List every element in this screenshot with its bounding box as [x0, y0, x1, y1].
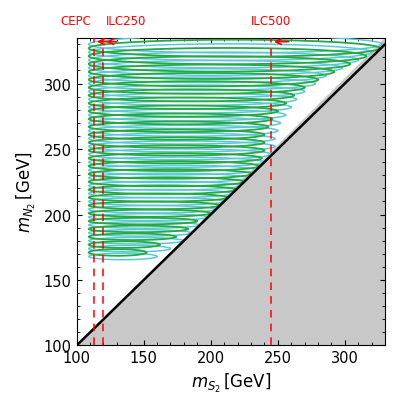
X-axis label: $m_{S_2}\,[\mathrm{GeV}]$: $m_{S_2}\,[\mathrm{GeV}]$	[191, 371, 271, 394]
Text: ILC250: ILC250	[106, 15, 146, 28]
Text: CEPC: CEPC	[60, 15, 91, 28]
Polygon shape	[77, 39, 385, 346]
Y-axis label: $m_{N_2}\,[\mathrm{GeV}]$: $m_{N_2}\,[\mathrm{GeV}]$	[15, 151, 38, 233]
Text: ILC500: ILC500	[251, 15, 291, 28]
